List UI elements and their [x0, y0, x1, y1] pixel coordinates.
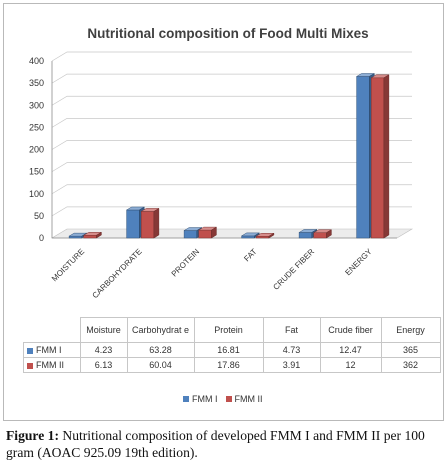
- bar-fmm-ii-crude-fiber: [312, 229, 333, 239]
- series-swatch: [27, 362, 33, 369]
- bar-fmm-ii-fat: [255, 232, 275, 239]
- x-tick-label: MOISTURE: [50, 247, 86, 283]
- table-value-cell: 60.04: [126, 357, 195, 373]
- table-row: FMM II 6.13 60.04 17.86 3.91 12 362: [23, 357, 441, 373]
- table-value-cell: 3.91: [262, 357, 321, 373]
- table-series-label: FMM I: [23, 342, 81, 358]
- x-tick-label: CARBOHYDRATE: [91, 247, 144, 300]
- table-header-cell: Fat: [262, 317, 321, 343]
- y-tick-label: 300: [29, 100, 44, 110]
- y-tick-label: 150: [29, 167, 44, 177]
- table-value-cell: 362: [380, 357, 441, 373]
- gridline: [51, 95, 412, 106]
- bar-fmm-ii-carbohydrate: [140, 207, 160, 239]
- y-tick-label: 0: [39, 233, 44, 243]
- gridline: [51, 73, 412, 84]
- legend-label: FMM II: [234, 394, 263, 404]
- y-tick-label: 400: [29, 56, 44, 66]
- bar-fmm-ii-energy: [370, 74, 390, 239]
- x-tick-label: PROTEIN: [170, 247, 202, 279]
- y-tick-label: 50: [34, 211, 44, 221]
- table-value-cell: 4.73: [262, 342, 321, 358]
- bar-fmm-ii-protein: [197, 226, 218, 239]
- table-value-cell: 365: [380, 342, 441, 358]
- chart-title: Nutritional composition of Food Multi Mi…: [87, 26, 368, 41]
- legend-item: FMM I: [183, 394, 218, 404]
- y-tick-label: 350: [29, 78, 44, 88]
- y-tick-label: 100: [29, 189, 44, 199]
- bar-fmm-ii-moisture: [82, 231, 103, 239]
- gridline: [51, 140, 412, 150]
- table-header-cell: Moisture: [79, 317, 128, 343]
- gridline: [51, 162, 412, 172]
- data-table: Moisture Carbohydrat e Protein Fat Crude fib…: [23, 317, 441, 373]
- table-header-cell: Protein: [193, 317, 264, 343]
- table-series-label: FMM II: [23, 357, 81, 373]
- x-tick-label: ENERGY: [343, 247, 374, 278]
- table-header-cell: Energy: [380, 317, 441, 343]
- bar-fmm-i-fat: [240, 232, 261, 239]
- table-value-cell: 4.23: [79, 342, 128, 358]
- series-swatch: [27, 347, 33, 354]
- legend-swatch: [183, 396, 189, 402]
- y-tick-label: 200: [29, 145, 44, 155]
- caption-text: Nutritional composition of developed FMM…: [6, 428, 425, 460]
- gridline: [51, 118, 412, 128]
- legend-item: FMM II: [225, 394, 263, 404]
- table-header-cell: Crude fiber: [319, 317, 382, 343]
- table-value-cell: 17.86: [193, 357, 264, 373]
- figure-caption: Figure 1: Nutritional composition of dev…: [6, 427, 444, 461]
- table-value-cell: 6.13: [79, 357, 128, 373]
- table-value-cell: 12.47: [319, 342, 382, 358]
- table-row: FMM I 4.23 63.28 16.81 4.73 12.47 365: [23, 342, 441, 358]
- table-value-cell: 16.81: [193, 342, 264, 358]
- gridline: [51, 51, 412, 62]
- table-header-row: Moisture Carbohydrat e Protein Fat Crude fib…: [23, 317, 441, 343]
- legend-swatch: [225, 396, 232, 402]
- caption-label: Figure 1:: [6, 428, 59, 443]
- x-tick-label: CRUDE FIBER: [271, 247, 316, 292]
- gridline: [51, 206, 412, 217]
- x-tick-label: FAT: [242, 247, 258, 263]
- table-value-cell: 12: [319, 357, 382, 373]
- table-value-cell: 63.28: [126, 342, 195, 358]
- table-header-cell: Carbohydrat e: [126, 317, 195, 343]
- chart-legend: FMM I FMM II: [183, 394, 263, 404]
- legend-label: FMM I: [192, 394, 218, 404]
- y-tick-label: 250: [29, 122, 44, 132]
- table-corner-cell: [23, 317, 81, 343]
- gridline: [51, 184, 412, 195]
